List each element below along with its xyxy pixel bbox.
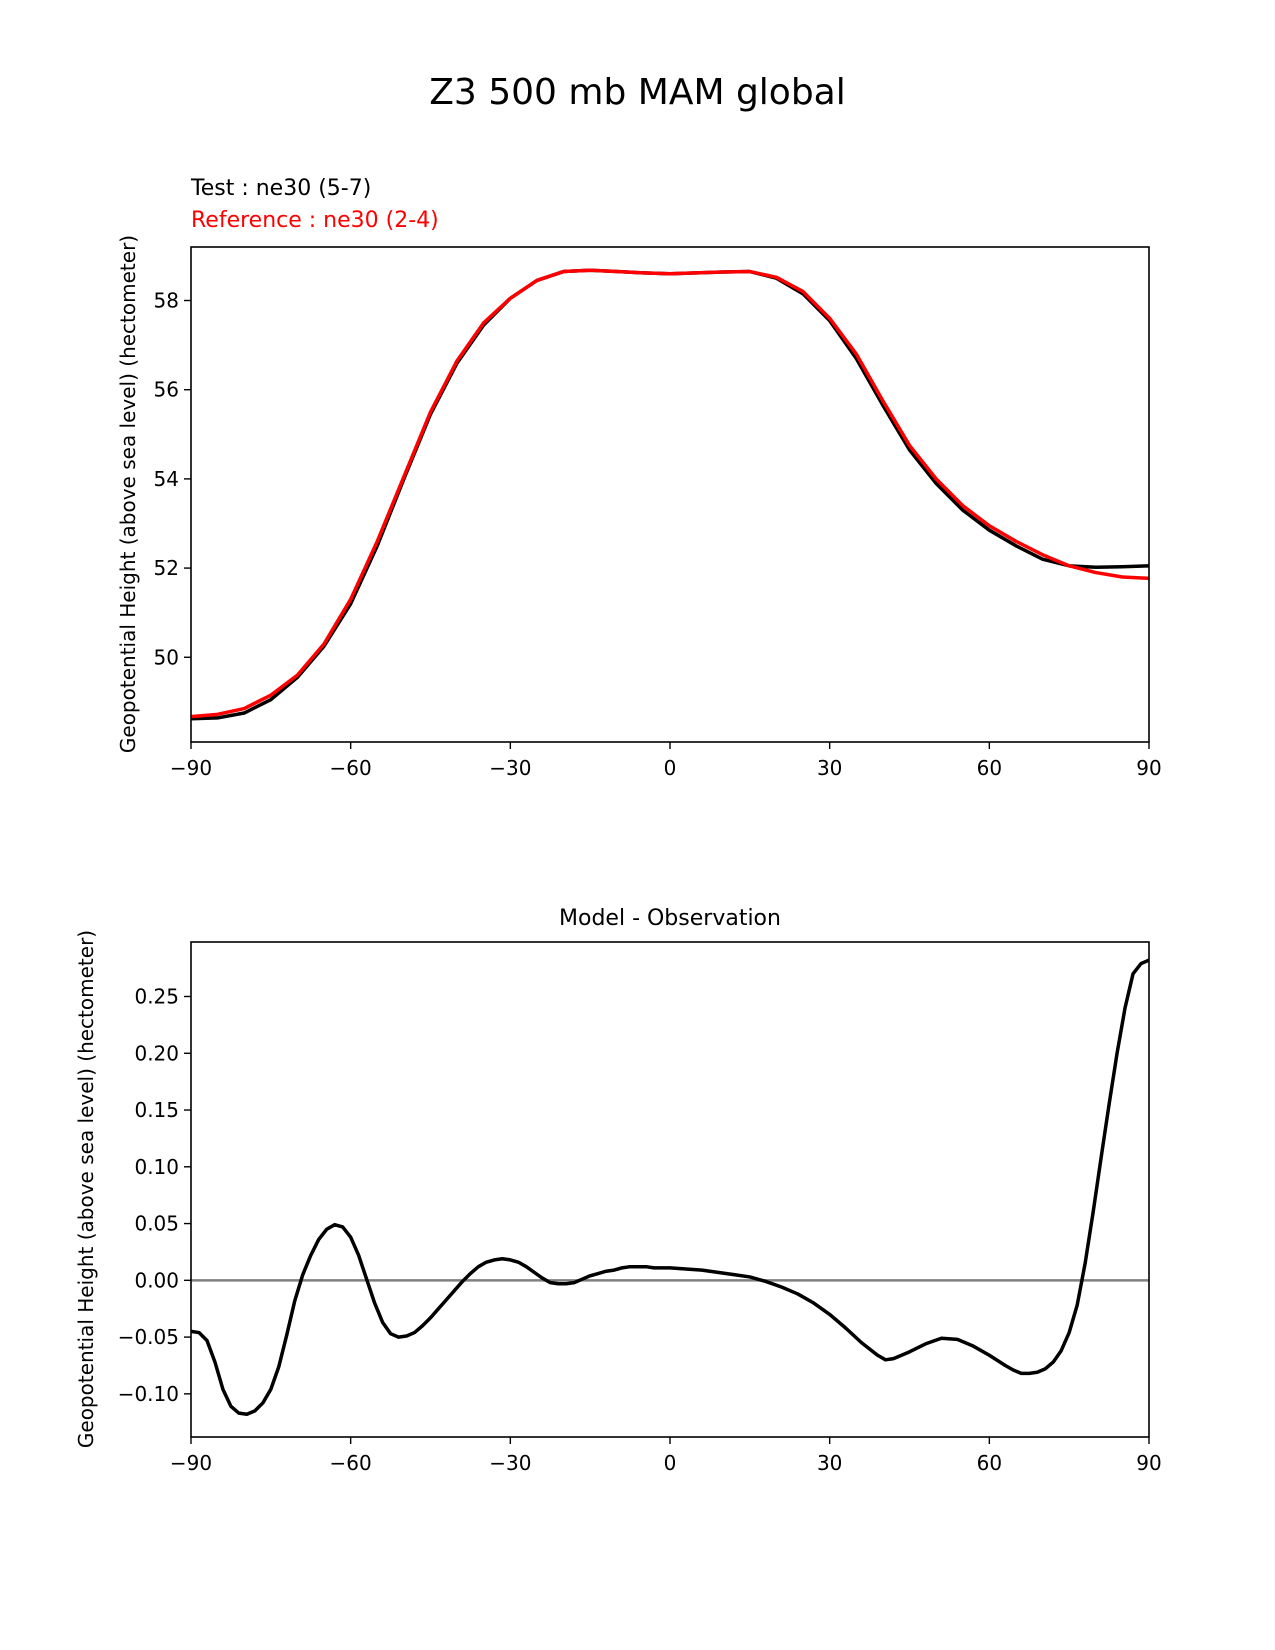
top-y-tick-label: 50 xyxy=(154,645,179,669)
bottom-y-axis-label: Geopotential Height (above sea level) (h… xyxy=(74,929,99,1449)
bottom-y-tick-label: 0.10 xyxy=(134,1155,179,1179)
bottom-y-tick-label: 0.20 xyxy=(134,1041,179,1065)
bottom-x-tick-label: −30 xyxy=(489,1451,531,1475)
bottom-y-tick-label: −0.05 xyxy=(118,1325,179,1349)
top-x-tick-label: −60 xyxy=(330,756,372,780)
bottom-y-tick-label: 0.05 xyxy=(134,1212,179,1236)
top-x-tick-label: 0 xyxy=(664,756,677,780)
top-series-line-0 xyxy=(190,268,1150,721)
bottom-y-tick-label: −0.10 xyxy=(118,1382,179,1406)
bottom-y-tick-label: 0.00 xyxy=(134,1268,179,1292)
top-series-line-1 xyxy=(190,268,1150,719)
top-y-tick-label: 56 xyxy=(154,378,179,402)
top-y-axis-label: Geopotential Height (above sea level) (h… xyxy=(116,234,141,754)
top-x-tick-label: 90 xyxy=(1136,756,1161,780)
top-x-tick-label: −30 xyxy=(489,756,531,780)
bottom-x-tick-label: 90 xyxy=(1136,1451,1161,1475)
legend-reference-label: Reference : ne30 (2-4) xyxy=(191,208,439,233)
legend-test-label: Test : ne30 (5-7) xyxy=(191,176,372,201)
top-x-tick-label: −90 xyxy=(170,756,212,780)
top-panel: −90 −60 −30 0 30 60 90 50 52 54 56 58 xyxy=(154,246,1162,780)
bottom-series-line-0 xyxy=(190,958,1150,1417)
bottom-y-tick-label: 0.15 xyxy=(134,1098,179,1122)
bottom-x-tick-label: 30 xyxy=(817,1451,842,1475)
top-y-tick-label: 54 xyxy=(154,467,179,491)
figure-title: Z3 500 mb MAM global xyxy=(429,72,846,113)
bottom-x-tick-label: −60 xyxy=(330,1451,372,1475)
top-axes-frame xyxy=(190,246,1150,743)
top-x-tick-label: 60 xyxy=(977,756,1002,780)
bottom-x-tick-label: 0 xyxy=(664,1451,677,1475)
bottom-panel-title: Model - Observation xyxy=(559,906,781,931)
bottom-axes-frame xyxy=(190,941,1150,1438)
bottom-panel: −90 −60 −30 0 30 60 90 −0.10 −0.05 0.00 0.05 0.10 0.… xyxy=(118,941,1162,1475)
top-x-tick-label: 30 xyxy=(817,756,842,780)
bottom-x-tick-label: 60 xyxy=(977,1451,1002,1475)
bottom-x-tick-label: −90 xyxy=(170,1451,212,1475)
top-y-tick-label: 58 xyxy=(154,289,179,313)
top-y-tick-label: 52 xyxy=(154,556,179,580)
bottom-y-tick-label: 0.25 xyxy=(134,984,179,1008)
